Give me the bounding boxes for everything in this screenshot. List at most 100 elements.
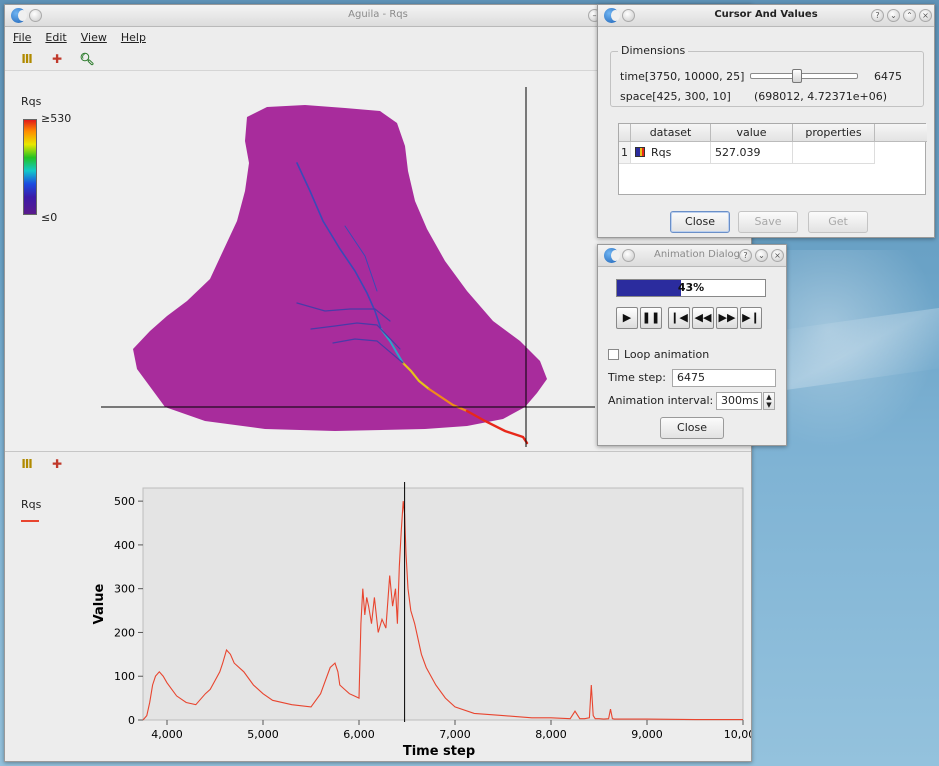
menu-edit[interactable]: Edit [45,30,67,44]
close-icon[interactable]: × [771,249,784,262]
y-tick-label: 500 [114,495,135,508]
map-legend-title: Rqs [21,95,42,108]
zoom-icon[interactable]: 🔍︎ [79,51,95,66]
menu-view[interactable]: View [80,30,107,44]
layer-icon[interactable]: Ⅲ [21,51,33,66]
cursor-values-dialog: Cursor And Values ? ⌄ ⌃ × Dimensions tim… [597,4,935,238]
y-axis-label: Value [92,583,107,624]
time-slider-thumb[interactable] [792,69,803,83]
map-legend-colorbar [23,119,37,215]
row-dataset-cell[interactable]: Rqs [631,142,711,164]
playback-controls: ▶ ❚❚ ❙◀ ◀◀ ▶▶ ▶❙ [616,307,776,329]
time-value: 6475 [874,70,902,83]
header-dataset[interactable]: dataset [631,124,711,142]
table-corner [619,124,631,142]
animation-dialog: Animation Dialog ? ⌄ × 43% ▶ ❚❚ ❙◀ ◀◀ ▶▶… [597,244,787,446]
main-window-title: Aguila - Rqs [348,9,408,20]
animation-dialog-title: Animation Dialog [653,249,740,260]
minimize-icon[interactable]: ⌄ [755,249,768,262]
dataset-table: dataset value properties 1 Rqs 527.039 [618,123,927,195]
cursor-save-button[interactable]: Save [738,211,798,233]
tributary-southwest [310,322,401,350]
minimize-icon[interactable]: ⌄ [887,9,900,22]
map-canvas [101,87,595,447]
x-tick-label: 9,000 [631,728,663,741]
animation-interval-spinbox[interactable]: 300ms [716,392,762,410]
river-outlet [465,409,529,445]
first-frame-button[interactable]: ❙◀ [668,307,690,329]
crosshair-icon[interactable]: ✚ [51,457,63,471]
play-button[interactable]: ▶ [616,307,638,329]
header-properties[interactable]: properties [793,124,875,142]
help-icon[interactable]: ? [739,249,752,262]
time-dimension-label: time[3750, 10000, 25] [620,70,745,83]
menu-help[interactable]: Help [120,30,146,44]
fast-forward-button[interactable]: ▶▶ [716,307,738,329]
header-filler [875,124,927,142]
window-menu-icon[interactable] [622,9,635,22]
animation-progress-label: 43% [677,281,705,294]
app-logo-icon [11,8,27,23]
dimensions-group [610,51,924,107]
help-icon[interactable]: ? [871,9,884,22]
time-slider-track[interactable] [750,73,858,79]
timeseries-toolbar: Ⅲ ✚ [5,452,751,476]
animation-dialog-titlebar[interactable]: Animation Dialog ? ⌄ × [598,245,786,267]
row-properties-cell[interactable] [793,142,875,164]
timeseries-legend-label: Rqs [21,498,42,511]
menubar: File Edit View Help [5,27,751,47]
animation-close-button[interactable]: Close [660,417,724,439]
window-menu-icon[interactable] [29,9,42,22]
app-logo-icon [604,8,620,23]
window-menu-icon[interactable] [622,249,635,262]
space-value: (698012, 4.72371e+06) [754,90,888,103]
rewind-button[interactable]: ◀◀ [692,307,714,329]
river-lower-2 [427,387,469,413]
desktop-background-glow [780,250,939,450]
cursor-dialog-title: Cursor And Values [714,9,818,20]
x-tick-label: 8,000 [535,728,567,741]
close-icon[interactable]: × [919,9,932,22]
x-axis-label: Time step [403,744,475,759]
animation-progress-bar: 43% [616,279,766,297]
pause-button[interactable]: ❚❚ [640,307,662,329]
interval-spin-arrows[interactable]: ▲ ▼ [763,392,775,410]
crosshair-icon[interactable]: ✚ [51,51,63,66]
river-lower-1 [401,361,431,391]
cursor-get-button[interactable]: Get [808,211,868,233]
row-dataset-name: Rqs [651,146,672,159]
loop-animation-label[interactable]: Loop animation [624,348,710,361]
timeseries-chart[interactable]: 0 100 200 300 400 500 4,000 5,000 6,000 7,000 8,0… [5,452,751,762]
plot-area [142,487,744,721]
last-frame-button[interactable]: ▶❙ [740,307,762,329]
maximize-icon[interactable]: ⌃ [903,9,916,22]
tributary-north [344,225,378,292]
row-value-cell[interactable]: 527.039 [711,142,793,164]
x-tick-label: 4,000 [151,728,183,741]
tributary-south [332,338,404,364]
map-legend-max: ≥530 [41,112,72,125]
animation-progress-fill [617,280,681,296]
time-step-label: Time step: [608,371,666,384]
dataset-colormap-icon [635,147,645,157]
animation-interval-label: Animation interval: [608,394,714,407]
space-dimension-label: space[425, 300, 10] [620,90,731,103]
loop-checkbox[interactable] [608,349,619,360]
catchment-area [133,105,547,431]
main-window-titlebar[interactable]: Aguila - Rqs – [5,5,751,27]
tributary-west [296,302,391,322]
map-toolbar: Ⅲ ✚ 🔍︎ [5,47,751,71]
layer-icon[interactable]: Ⅲ [21,457,33,471]
cursor-dialog-titlebar[interactable]: Cursor And Values ? ⌄ ⌃ × [598,5,934,27]
menu-file[interactable]: File [13,30,32,44]
timeseries-legend-swatch [21,520,39,522]
map-legend-min: ≤0 [41,211,58,224]
header-value[interactable]: value [711,124,793,142]
time-step-input[interactable]: 6475 [672,369,776,387]
x-tick-label: 5,000 [247,728,279,741]
row-index: 1 [619,142,631,164]
cursor-close-button[interactable]: Close [670,211,730,233]
y-tick-label: 200 [114,626,135,639]
river-mid [380,328,404,364]
app-logo-icon [604,248,620,263]
